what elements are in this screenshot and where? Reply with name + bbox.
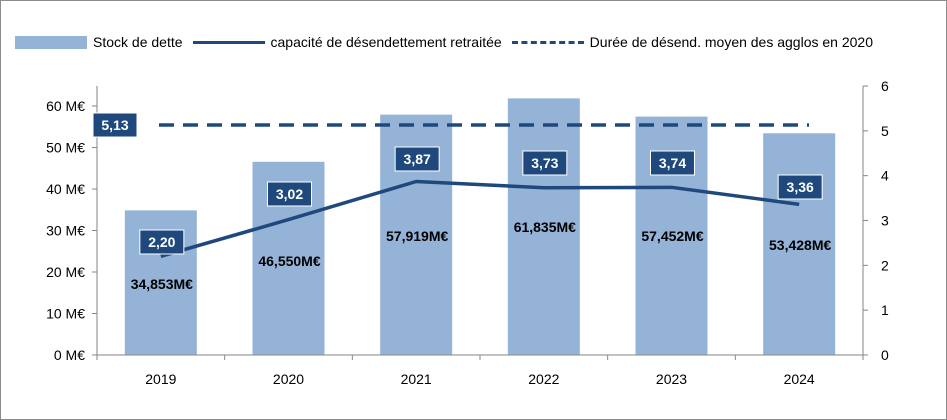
legend-item-average: Durée de désend. moyen des agglos en 202… xyxy=(511,34,873,50)
capacity-line xyxy=(160,179,800,259)
capacity-value-label: 3,74 xyxy=(659,155,686,171)
right-tick-label: 4 xyxy=(881,168,889,184)
left-tick-label: 0 M€ xyxy=(54,347,85,363)
capacity-value-label: 3,36 xyxy=(787,179,814,195)
legend-swatch-dash xyxy=(511,40,584,44)
capacity-value-label: 3,02 xyxy=(276,186,303,202)
capacity-value-label-box xyxy=(522,150,568,176)
right-tick-label: 6 xyxy=(881,78,889,94)
x-tick-label: 2019 xyxy=(145,371,176,387)
legend-swatch-bar xyxy=(15,35,87,49)
capacity-value-label: 2,20 xyxy=(148,234,175,250)
right-tick-label: 2 xyxy=(881,257,889,273)
bar-value-label: 53,428M€ xyxy=(769,237,831,253)
left-tick-label: 40 M€ xyxy=(46,181,85,197)
bar-2020 xyxy=(252,161,325,355)
bar-value-label: 57,919M€ xyxy=(386,228,448,244)
capacity-value-label-box xyxy=(394,146,440,172)
left-tick-label: 60 M€ xyxy=(46,98,85,114)
legend-label-stock: Stock de dette xyxy=(93,34,183,50)
bar-2024 xyxy=(763,133,836,355)
right-tick-label: 5 xyxy=(881,123,889,139)
bar-value-label: 61,835M€ xyxy=(514,219,576,235)
left-tick-label: 20 M€ xyxy=(46,264,85,280)
capacity-value-label-box xyxy=(650,150,695,176)
bar-2021 xyxy=(380,114,453,356)
bar-value-label: 46,550M€ xyxy=(258,253,320,269)
average-value-label-box xyxy=(92,112,138,138)
bar-2022 xyxy=(507,98,580,355)
legend-swatch-line xyxy=(192,40,265,44)
right-tick-label: 1 xyxy=(881,302,889,318)
x-tick-label: 2024 xyxy=(784,371,815,387)
capacity-value-label-box xyxy=(267,181,312,207)
x-tick-label: 2021 xyxy=(401,371,432,387)
left-tick-label: 50 M€ xyxy=(46,140,85,156)
right-tick-label: 0 xyxy=(881,347,889,363)
legend-label-capacity: capacité de désendettement retraitée xyxy=(270,34,502,50)
bar-value-label: 57,452M€ xyxy=(641,228,703,244)
capacity-value-label-box xyxy=(777,174,823,200)
x-tick-label: 2023 xyxy=(656,371,687,387)
capacity-value-label: 3,87 xyxy=(404,151,431,167)
x-tick-label: 2020 xyxy=(273,371,304,387)
bar-2019 xyxy=(124,210,197,355)
right-tick-label: 3 xyxy=(881,213,889,229)
bar-value-label: 34,853M€ xyxy=(131,276,193,292)
average-value-label: 5,13 xyxy=(101,117,128,133)
capacity-value-label-box xyxy=(139,229,185,255)
legend-item-capacity: capacité de désendettement retraitée xyxy=(192,34,502,50)
legend: Stock de dette capacité de désendettemen… xyxy=(15,32,883,52)
capacity-value-label: 3,73 xyxy=(531,155,558,171)
x-tick-label: 2022 xyxy=(528,371,559,387)
bar-2023 xyxy=(635,116,708,355)
legend-label-average: Durée de désend. moyen des agglos en 202… xyxy=(589,34,873,50)
left-tick-label: 30 M€ xyxy=(46,223,85,239)
legend-item-stock: Stock de dette xyxy=(15,34,183,50)
left-tick-label: 10 M€ xyxy=(46,306,85,322)
